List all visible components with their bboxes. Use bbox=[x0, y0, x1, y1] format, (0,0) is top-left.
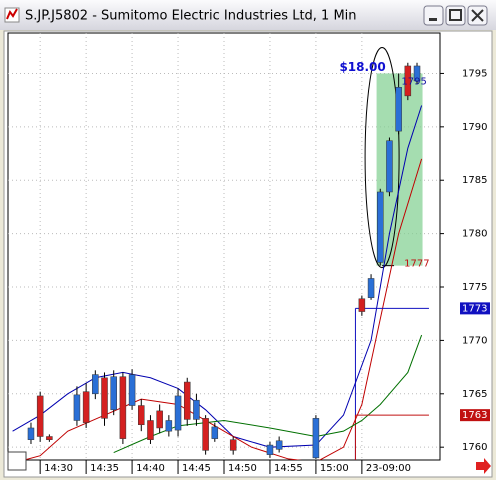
candle-body bbox=[174, 395, 182, 431]
y-tick-label: 1795 bbox=[462, 68, 487, 79]
scroll-box[interactable] bbox=[7, 451, 27, 471]
y-tick-label: 1790 bbox=[462, 122, 487, 133]
close-button[interactable] bbox=[467, 5, 488, 26]
maximize-button[interactable] bbox=[445, 5, 466, 26]
candle-body bbox=[119, 376, 127, 439]
y-tick-label: 1770 bbox=[462, 335, 487, 346]
x-tick-label: 14:45 bbox=[182, 463, 211, 474]
price-marker-label: 1763 bbox=[462, 410, 487, 421]
range-high-label: 1795 bbox=[401, 76, 426, 87]
candle-body bbox=[101, 377, 108, 419]
candle-body bbox=[110, 376, 117, 411]
range-outline bbox=[364, 46, 400, 269]
plot-clip bbox=[8, 33, 440, 460]
candle-body bbox=[367, 278, 375, 298]
price-marker-label: 1773 bbox=[462, 303, 487, 314]
candle-body bbox=[27, 427, 35, 440]
candle-body bbox=[92, 374, 99, 395]
y-tick-label: 1785 bbox=[462, 175, 487, 186]
candle-body bbox=[202, 418, 209, 451]
candle-body bbox=[377, 191, 384, 263]
y-tick-label: 1760 bbox=[462, 442, 487, 453]
candle-body bbox=[128, 374, 136, 406]
window-title: S.JP.J5802 - Sumitomo Electric Industrie… bbox=[25, 9, 357, 24]
minimize-button[interactable] bbox=[423, 5, 444, 26]
y-tick-label: 1780 bbox=[462, 229, 487, 240]
range-change-label: $18.00 bbox=[339, 60, 385, 74]
candle-body bbox=[404, 65, 412, 97]
x-tick-label: 14:30 bbox=[44, 463, 73, 474]
candle-body bbox=[211, 426, 219, 439]
candle-body bbox=[413, 65, 421, 82]
title-bar bbox=[0, 0, 496, 30]
app-icon bbox=[4, 7, 20, 23]
y-tick-label: 1775 bbox=[462, 282, 487, 293]
candle-body bbox=[46, 436, 53, 440]
candle-body bbox=[266, 444, 274, 455]
average-line bbox=[12, 105, 423, 448]
x-tick-label: 14:55 bbox=[274, 463, 303, 474]
price-marker-box bbox=[460, 409, 490, 422]
candle-body bbox=[147, 420, 154, 440]
candle-body bbox=[275, 440, 283, 450]
candle-body bbox=[358, 298, 366, 312]
candle-body bbox=[229, 439, 237, 451]
plot-area bbox=[7, 32, 441, 461]
price-marker-box bbox=[460, 302, 490, 315]
x-tick-label: 14:35 bbox=[90, 463, 119, 474]
candle-body bbox=[395, 87, 402, 132]
x-tick-label: 14:40 bbox=[136, 463, 165, 474]
x-tick-label: 14:50 bbox=[228, 463, 257, 474]
range-low-label: 1777 bbox=[404, 259, 429, 270]
candle-body bbox=[73, 394, 81, 421]
candle-body bbox=[312, 418, 320, 459]
chart: 1760 1765 1770 1775 1780 1785 1790 1795 14:30 14:… bbox=[8, 33, 490, 474]
candle-body bbox=[183, 381, 191, 420]
candle-body bbox=[193, 399, 200, 420]
candle-body bbox=[82, 391, 90, 423]
y-tick-label: 1765 bbox=[462, 389, 487, 400]
candle-body bbox=[36, 395, 44, 437]
candle-body bbox=[138, 405, 145, 426]
x-tick-label: 15:00 bbox=[320, 463, 349, 474]
candle-body bbox=[165, 420, 173, 432]
x-tick-label: 23-09:00 bbox=[366, 463, 411, 474]
scroll-arrow[interactable] bbox=[476, 458, 491, 474]
candle-body bbox=[386, 140, 393, 193]
candle-body bbox=[156, 410, 163, 429]
average-line bbox=[22, 158, 423, 460]
